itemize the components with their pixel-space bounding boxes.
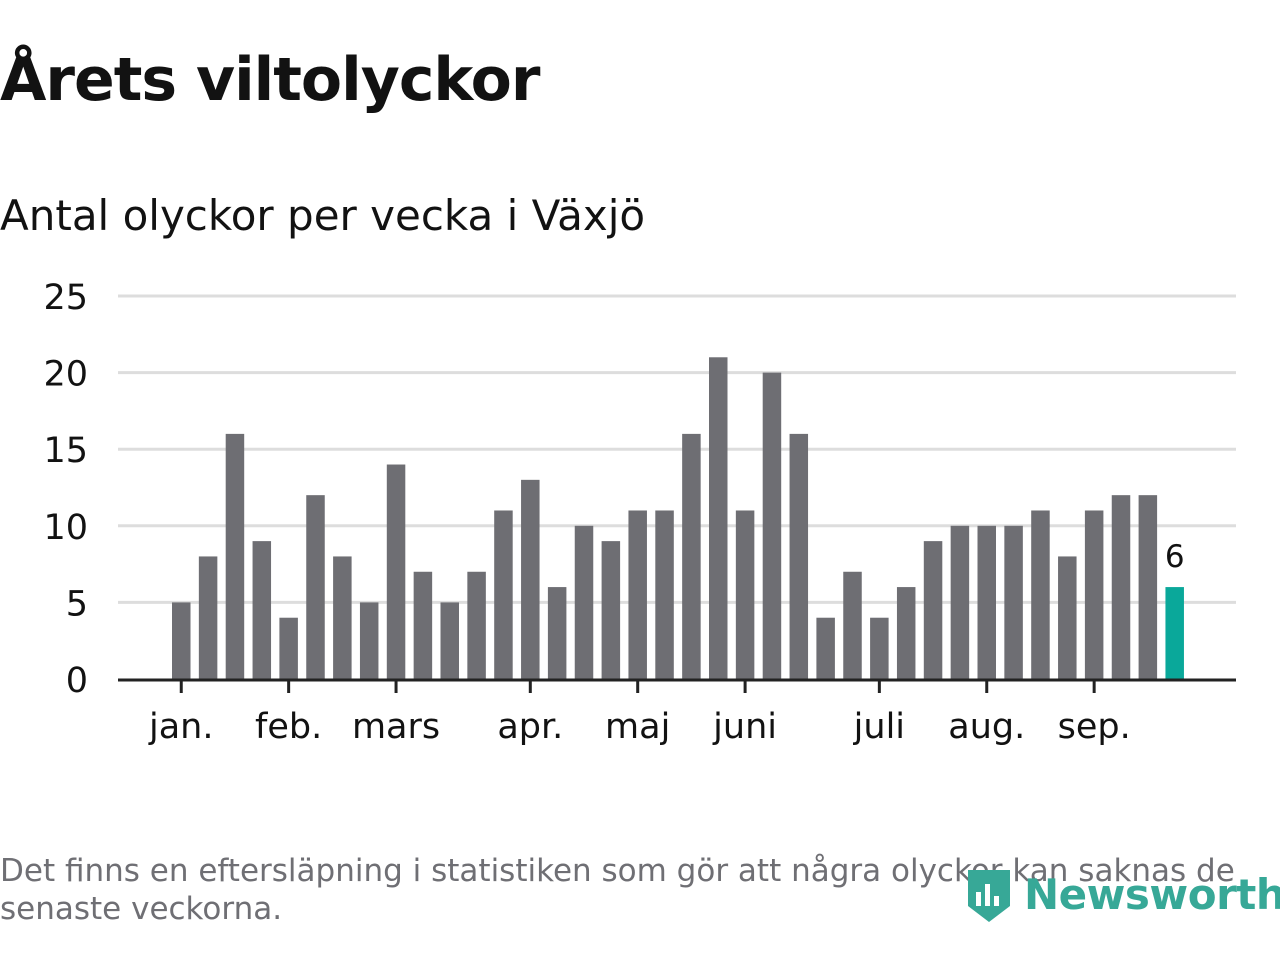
- bar: [655, 510, 674, 679]
- y-axis-ticks: 0 5 10 15 20 25: [43, 278, 88, 701]
- newsworthy-logo-icon: [968, 870, 1010, 922]
- bar: [843, 571, 862, 679]
- bar: [333, 556, 352, 679]
- bar: [816, 617, 835, 679]
- x-tick-label: maj: [605, 707, 670, 747]
- chart-title: Årets viltolyckor: [0, 45, 540, 115]
- bar: [923, 541, 943, 679]
- bar: [735, 510, 755, 679]
- bar: [682, 433, 701, 679]
- bar-highlight: [1165, 587, 1184, 679]
- y-tick-label: 25: [43, 278, 88, 318]
- bars: [172, 357, 1184, 679]
- data-labels: 6: [1165, 539, 1185, 575]
- bar: [977, 525, 996, 679]
- bar: [413, 571, 433, 679]
- bar: [225, 433, 245, 679]
- bar: [467, 571, 486, 679]
- bar: [709, 357, 728, 679]
- x-tick-label: juni: [712, 707, 777, 747]
- x-tick-label: juli: [853, 707, 905, 747]
- bar: [521, 479, 540, 679]
- bar: [386, 464, 406, 679]
- bar: [1111, 495, 1131, 679]
- bar: [950, 525, 970, 679]
- y-tick-label: 20: [43, 355, 88, 395]
- bar: [252, 541, 272, 679]
- footnote: Det finns en eftersläpning i statistiken…: [0, 853, 1235, 927]
- y-tick-label: 5: [66, 584, 88, 624]
- bar: [1084, 510, 1104, 679]
- bar: [1138, 495, 1158, 679]
- chart-subtitle: Antal olyckor per vecka i Växjö: [0, 191, 646, 240]
- y-tick-label: 15: [43, 431, 88, 471]
- newsworthy-logo: Newsworthy: [964, 862, 1280, 926]
- bar: [547, 587, 567, 679]
- x-tick-label: apr.: [497, 707, 563, 747]
- x-tick-label: feb.: [255, 707, 322, 747]
- bar: [601, 541, 621, 679]
- bar: [762, 372, 782, 679]
- bar: [1031, 510, 1050, 679]
- data-label-last-week: 6: [1165, 539, 1185, 575]
- bar: [870, 617, 889, 679]
- bar: [896, 587, 916, 679]
- bar: [279, 617, 298, 679]
- x-tick-label: sep.: [1058, 707, 1131, 747]
- x-axis-month-labels: jan. feb. mars apr. maj juni juli aug. sep.: [148, 681, 1131, 747]
- y-tick-label: 10: [43, 508, 88, 548]
- bar: [789, 433, 809, 679]
- x-tick-label: jan.: [148, 707, 213, 747]
- bar: [306, 495, 325, 679]
- bar: [1004, 525, 1023, 679]
- bar: [494, 510, 513, 679]
- bar: [172, 602, 191, 679]
- bar: [1058, 556, 1077, 679]
- bar: [628, 510, 647, 679]
- y-tick-label: 0: [66, 661, 88, 701]
- bar: [198, 556, 218, 679]
- bar: [359, 602, 379, 679]
- x-tick-label: mars: [352, 707, 440, 747]
- x-tick-label: aug.: [948, 707, 1025, 747]
- newsworthy-brand-text: Newsworthy: [1024, 869, 1280, 919]
- bar: [440, 602, 459, 679]
- bar: [574, 525, 594, 679]
